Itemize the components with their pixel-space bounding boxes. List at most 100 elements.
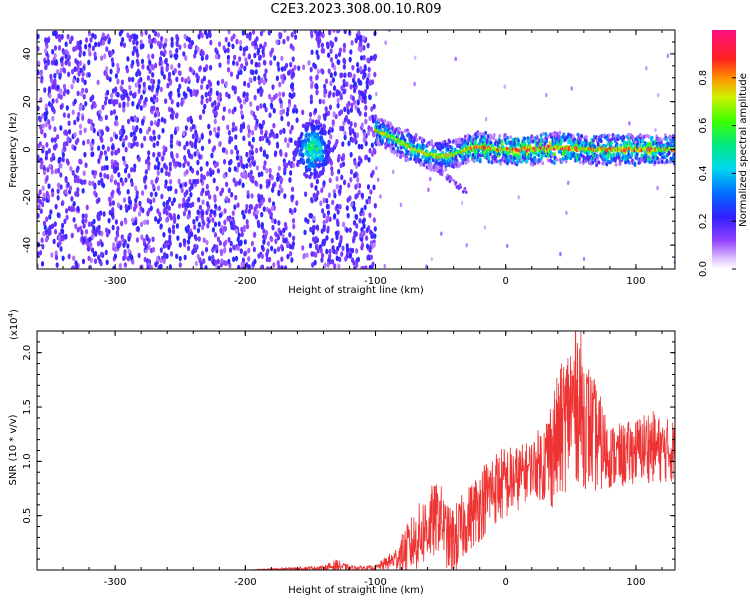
heatmap-cell bbox=[199, 177, 204, 184]
heatmap-cell bbox=[396, 153, 399, 158]
heatmap-cell bbox=[212, 145, 217, 151]
heatmap-cell bbox=[153, 164, 158, 171]
snr-series-line bbox=[37, 331, 675, 570]
heatmap-cell bbox=[146, 75, 151, 81]
heatmap-cell bbox=[326, 228, 330, 234]
heatmap-cell bbox=[210, 102, 215, 108]
heatmap-cell bbox=[317, 120, 321, 125]
y-tick-label: 0 bbox=[22, 146, 33, 152]
heatmap-cell bbox=[189, 88, 193, 95]
heatmap-cell bbox=[60, 200, 64, 207]
heatmap-cell bbox=[324, 161, 328, 167]
heatmap-cell bbox=[154, 62, 158, 69]
heatmap-cell bbox=[81, 258, 86, 265]
heatmap-cell bbox=[243, 65, 247, 72]
heatmap-cell bbox=[336, 219, 340, 226]
heatmap-cell bbox=[340, 251, 344, 257]
heatmap-cell bbox=[307, 141, 312, 147]
heatmap-cell bbox=[328, 258, 332, 265]
heatmap-cell bbox=[396, 146, 400, 151]
heatmap-cell bbox=[269, 60, 273, 66]
heatmap-cell bbox=[126, 32, 130, 38]
heatmap-cell bbox=[270, 174, 274, 181]
heatmap-cell bbox=[73, 145, 77, 151]
heatmap-cell bbox=[89, 37, 93, 43]
heatmap-cell bbox=[178, 44, 182, 51]
heatmap-cell bbox=[55, 134, 60, 140]
heatmap-cell bbox=[108, 76, 112, 83]
heatmap-cell bbox=[360, 227, 364, 233]
heatmap-cell bbox=[175, 112, 179, 118]
heatmap-cell bbox=[268, 197, 272, 203]
heatmap-cell bbox=[134, 126, 138, 133]
heatmap-cell bbox=[114, 73, 118, 79]
heatmap-cell bbox=[151, 72, 155, 78]
heatmap-cell bbox=[332, 85, 337, 91]
heatmap-cell bbox=[55, 97, 59, 104]
heatmap-cell bbox=[151, 236, 155, 243]
heatmap-cell bbox=[546, 158, 550, 163]
heatmap-cell bbox=[122, 107, 126, 113]
heatmap-cell bbox=[235, 38, 239, 45]
heatmap-cell bbox=[60, 222, 65, 229]
heatmap-cell bbox=[370, 142, 374, 149]
heatmap-cell bbox=[294, 34, 298, 40]
heatmap-cell bbox=[72, 265, 76, 269]
heatmap-cell bbox=[315, 157, 319, 162]
heatmap-cell bbox=[614, 162, 618, 167]
heatmap-cell bbox=[72, 46, 76, 53]
heatmap-cell bbox=[222, 247, 227, 254]
heatmap-cell bbox=[119, 204, 123, 211]
heatmap-cell bbox=[121, 36, 125, 43]
heatmap-cell bbox=[186, 239, 191, 245]
heatmap-cell bbox=[631, 134, 634, 139]
heatmap-cell bbox=[313, 63, 318, 70]
heatmap-cell bbox=[248, 162, 252, 168]
heatmap-cell bbox=[242, 135, 246, 142]
heatmap-cell bbox=[239, 69, 243, 75]
heatmap-cell bbox=[289, 61, 293, 68]
heatmap-cell bbox=[127, 172, 131, 179]
heatmap-cell bbox=[44, 48, 48, 54]
heatmap-cell bbox=[517, 138, 520, 143]
heatmap-cell bbox=[359, 65, 363, 72]
heatmap-cell bbox=[126, 188, 130, 195]
heatmap-cell bbox=[72, 255, 76, 261]
heatmap-cell bbox=[430, 139, 434, 144]
heatmap-cell bbox=[37, 241, 41, 248]
heatmap-cell bbox=[269, 102, 273, 109]
y-tick-label: -20 bbox=[22, 189, 33, 205]
heatmap-cell bbox=[202, 258, 206, 264]
heatmap-cell bbox=[539, 133, 543, 138]
heatmap-cell bbox=[560, 139, 563, 144]
heatmap-cell bbox=[110, 174, 114, 180]
heatmap-cell bbox=[274, 150, 278, 156]
heatmap-cell bbox=[304, 217, 308, 223]
heatmap-cell bbox=[242, 164, 246, 170]
heatmap-cell bbox=[363, 204, 367, 211]
heatmap-cell bbox=[40, 128, 44, 135]
heatmap-cell bbox=[127, 142, 131, 148]
heatmap-cell bbox=[378, 117, 381, 122]
heatmap-cell bbox=[357, 79, 362, 86]
heatmap-cell bbox=[59, 57, 64, 63]
heatmap-cell bbox=[244, 208, 248, 214]
heatmap-cell bbox=[174, 188, 178, 195]
heatmap-cell bbox=[227, 41, 231, 48]
heatmap-cell bbox=[164, 146, 168, 153]
heatmap-cell bbox=[204, 190, 209, 197]
heatmap-cell bbox=[143, 99, 147, 105]
heatmap-cell bbox=[41, 145, 45, 151]
heatmap-cell bbox=[295, 117, 299, 124]
heatmap-cell bbox=[42, 192, 46, 199]
heatmap-cell bbox=[195, 215, 199, 222]
heatmap-cell bbox=[158, 264, 162, 269]
heatmap-cell bbox=[328, 248, 332, 255]
heatmap-cell bbox=[104, 114, 108, 121]
heatmap-cell bbox=[122, 42, 127, 48]
heatmap-cell bbox=[194, 235, 198, 242]
heatmap-cell bbox=[268, 112, 272, 119]
heatmap-cell bbox=[93, 258, 98, 265]
heatmap-cell bbox=[316, 54, 320, 60]
heatmap-cell bbox=[281, 91, 285, 98]
